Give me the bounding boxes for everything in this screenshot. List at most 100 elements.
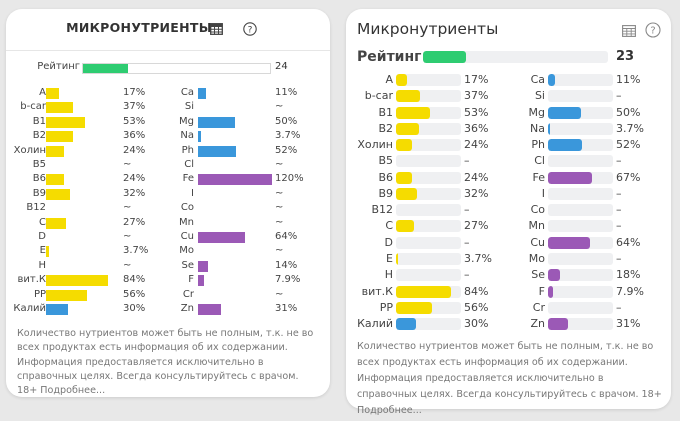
nutrient-bar-fill <box>548 285 554 298</box>
nutrient-value: 30% <box>464 317 489 331</box>
nutrient-value: – <box>616 186 622 200</box>
nutrient-name: Co <box>180 202 194 214</box>
nutrient-bar-fill <box>46 188 70 200</box>
nutrient-row: Ca 11% <box>346 73 671 86</box>
nutrient-row: Холин 24% <box>6 145 330 157</box>
nutrient-bar-fill <box>198 145 237 157</box>
nutrient-bar-fill <box>396 122 420 135</box>
nutrient-value: – <box>464 154 470 168</box>
nutrient-value: 3.7% <box>123 245 149 257</box>
nutrient-bar <box>548 269 613 282</box>
nutrient-value: 24% <box>464 170 489 184</box>
nutrient-name: E <box>39 245 46 257</box>
nutrient-row: Mn ~ <box>6 217 330 229</box>
nutrient-name: Cu <box>530 235 545 249</box>
help-icon[interactable]: ? <box>645 22 661 38</box>
nutrient-value: – <box>616 89 622 103</box>
nutrient-bar-fill <box>396 187 417 200</box>
nutrient-bar-fill <box>46 289 88 301</box>
nutrient-bar <box>548 122 613 135</box>
nutrient-row: E 3.7% <box>346 251 671 265</box>
nutrient-value: 32% <box>123 187 146 199</box>
help-icon[interactable]: ? <box>242 21 258 37</box>
nutrient-value: 11% <box>275 87 298 98</box>
nutrient-row: B5 – <box>346 154 671 168</box>
nutrient-value: 52% <box>616 138 641 152</box>
nutrient-value: 17% <box>464 73 489 86</box>
nutrient-name: E <box>386 251 393 265</box>
nutrient-row: Se 18% <box>346 268 671 282</box>
nutrient-name: Mo <box>179 245 194 257</box>
nutrient-name: A <box>39 87 46 98</box>
nutrient-row: F 7.9% <box>6 274 330 287</box>
nutrient-bar <box>396 252 461 265</box>
nutrient-bar <box>396 220 461 233</box>
nutrient-row: Cu 64% <box>346 235 671 249</box>
nutrient-name: B12 <box>371 203 393 217</box>
nutrient-bar <box>396 269 461 282</box>
nutrient-row: Fe 67% <box>346 171 671 184</box>
nutrient-value: – <box>616 219 622 233</box>
nutrient-bar-fill <box>396 90 421 103</box>
nutrient-bar-fill <box>548 122 551 135</box>
nutrient-value: 32% <box>464 186 489 200</box>
nutrient-bar-fill <box>46 246 49 258</box>
nutrient-name: Cr <box>532 300 545 314</box>
card-title: Микронутриенты <box>357 20 499 38</box>
nutrient-value: 30% <box>123 303 146 314</box>
disclaimer-text[interactable]: Количество нутриентов может быть не полн… <box>17 328 314 397</box>
nutrient-value: ~ <box>275 202 284 214</box>
nutrient-bar-fill <box>46 102 74 114</box>
nutrient-name: Cl <box>534 154 545 168</box>
nutrient-bar-fill <box>198 116 235 128</box>
nutrient-name: B1 <box>378 105 393 119</box>
nutrient-value: 52% <box>275 144 298 156</box>
nutrient-row: Cl ~ <box>6 159 330 171</box>
nutrient-value: 120% <box>275 173 304 185</box>
nutrient-bar-fill <box>396 318 416 331</box>
nutrient-row: Холин 24% <box>346 138 671 152</box>
disclaimer-text[interactable]: Количество нутриентов может быть не полн… <box>357 341 662 416</box>
nutrient-name: Zn <box>180 303 194 314</box>
nutrient-value: 31% <box>275 303 298 314</box>
nutrient-name: b-car <box>364 89 393 103</box>
nutrient-value: ~ <box>275 245 284 257</box>
nutrient-value: 31% <box>616 317 641 331</box>
rating-bar <box>82 63 271 74</box>
nutrient-value: 50% <box>275 115 298 127</box>
nutrient-value: 17% <box>123 87 146 98</box>
nutrient-bar <box>548 204 613 217</box>
nutrient-bar-fill <box>396 74 408 86</box>
nutrient-value: – <box>464 235 470 249</box>
nutrient-row: вит.К 84% <box>346 285 671 298</box>
nutrient-row: Mg 50% <box>6 115 330 128</box>
nutrient-bar-fill <box>548 74 556 86</box>
nutrient-row: B1 53% <box>6 116 330 128</box>
nutrient-row: Si – <box>346 89 671 103</box>
nutrient-bar-fill <box>46 145 64 157</box>
nutrient-name: Mn <box>528 219 545 233</box>
nutrient-value: 36% <box>123 130 146 142</box>
nutrient-name: Калий <box>13 303 46 314</box>
nutrient-name: Ca <box>530 73 545 86</box>
nutrient-row: Co – <box>346 203 671 217</box>
nutrient-row: Cl – <box>346 154 671 168</box>
nutrient-value: – <box>464 268 470 282</box>
nutrient-bar-fill <box>46 275 109 287</box>
table-icon[interactable] <box>208 21 224 37</box>
nutrient-row: A 17% <box>6 87 330 99</box>
nutrient-name: C <box>39 216 46 228</box>
nutrient-name: Se <box>181 259 195 271</box>
nutrient-bar <box>396 139 461 152</box>
nutrient-bar <box>548 139 613 152</box>
nutrient-name: B5 <box>32 159 46 170</box>
table-icon[interactable] <box>621 23 637 39</box>
nutrient-name: Ca <box>180 87 194 98</box>
nutrient-row: Калий 30% <box>6 303 330 315</box>
nutrient-value: 3.7% <box>275 130 301 142</box>
nutrient-row: B9 32% <box>6 187 330 200</box>
nutrient-value: 84% <box>123 274 146 286</box>
nutrient-value: ~ <box>275 288 284 300</box>
nutrient-row: Ph 52% <box>346 138 671 152</box>
nutrient-bar <box>396 187 461 200</box>
